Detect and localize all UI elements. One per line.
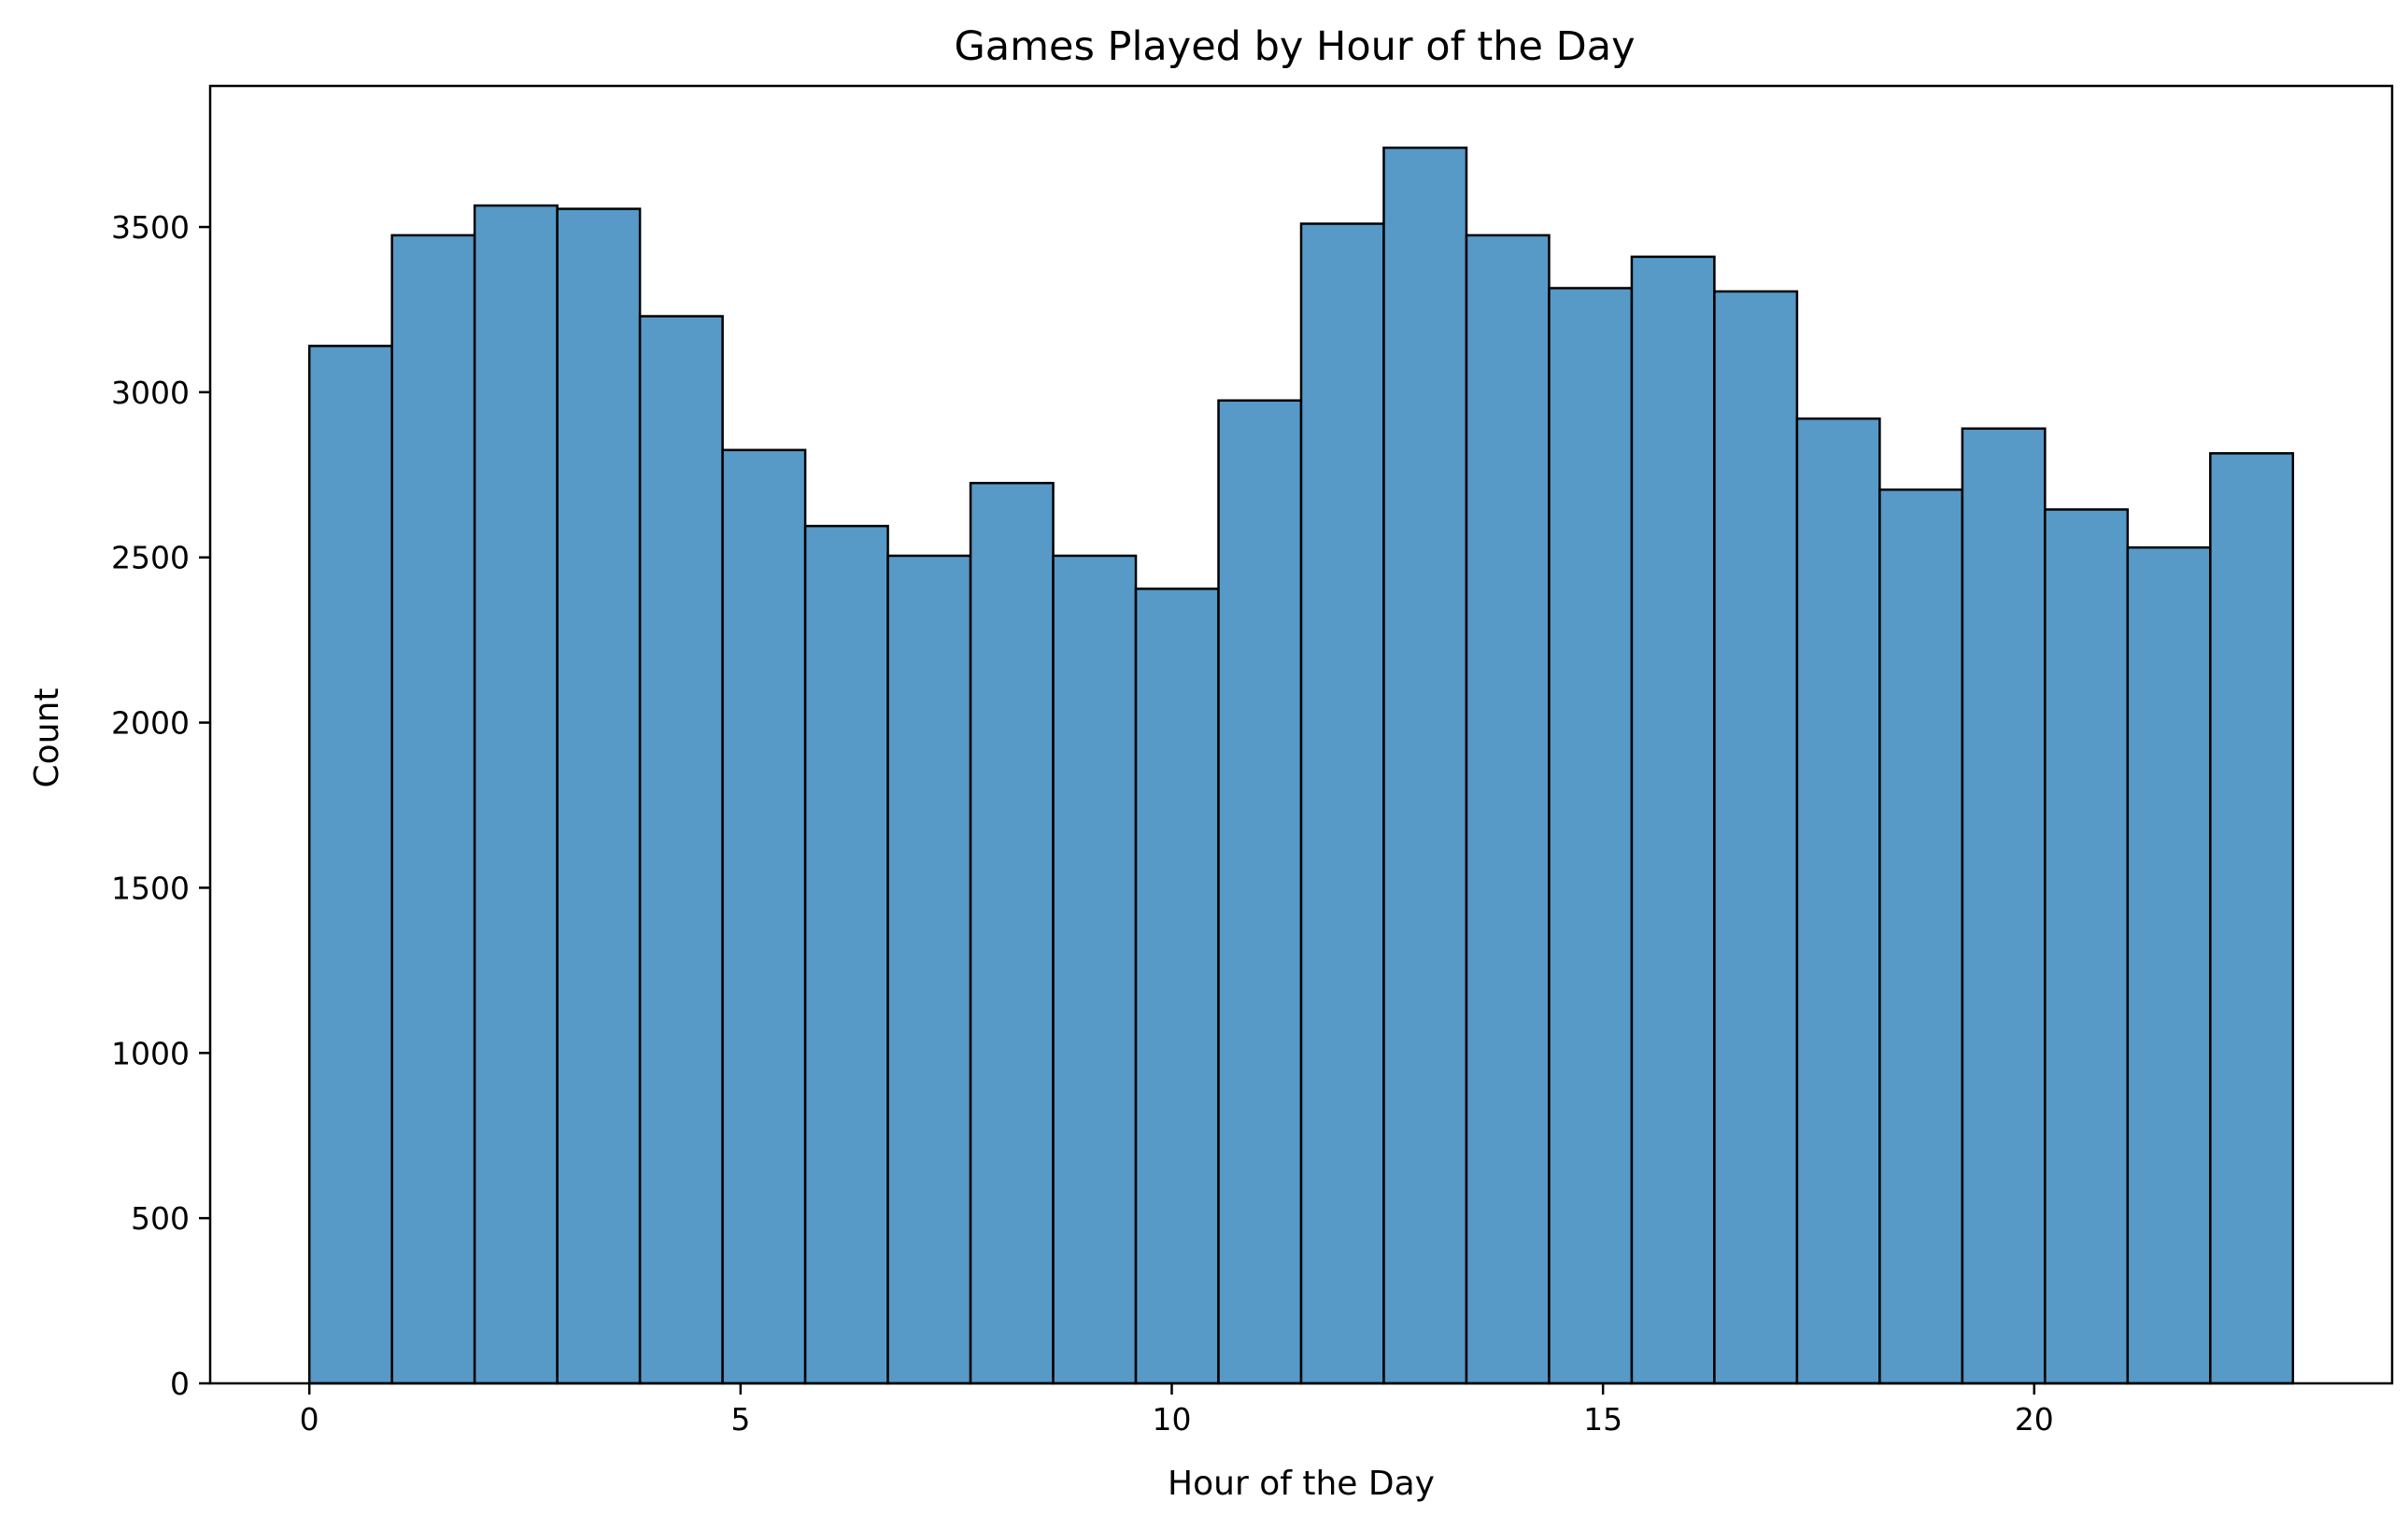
histogram-bar <box>390 234 476 1385</box>
histogram-bar <box>1382 146 1468 1385</box>
histogram-bar <box>1217 399 1303 1385</box>
y-tick-label: 2500 <box>111 540 190 576</box>
x-tick-label: 10 <box>1153 1401 1192 1438</box>
x-tick-label: 20 <box>2015 1401 2054 1438</box>
y-tick-label: 1500 <box>111 870 190 906</box>
histogram-bar <box>1548 287 1634 1385</box>
histogram-bar <box>1299 222 1385 1385</box>
x-tick-label: 0 <box>300 1401 319 1438</box>
y-tick-label: 3500 <box>111 209 190 246</box>
y-tick-label: 0 <box>170 1366 190 1402</box>
y-axis-label: Count <box>28 688 66 788</box>
histogram-bar <box>1630 255 1716 1385</box>
y-tick-label: 1000 <box>111 1035 190 1071</box>
histogram-bar <box>1713 290 1799 1385</box>
bars-group <box>307 146 2295 1385</box>
plot-frame <box>208 84 2394 1385</box>
histogram-bar <box>1465 234 1551 1385</box>
histogram-bar <box>473 204 559 1385</box>
histogram-bar <box>886 554 972 1385</box>
histogram-bar <box>2126 545 2212 1385</box>
histogram-bar <box>2044 508 2130 1385</box>
y-tick-label: 500 <box>131 1200 190 1237</box>
histogram-bar <box>2209 452 2295 1385</box>
y-axis-ticks: 0 500 1000 1500 2000 2500 3000 3500 <box>111 209 210 1402</box>
x-tick-label: 15 <box>1583 1401 1622 1438</box>
histogram-bar <box>969 481 1055 1385</box>
histogram-bar <box>721 448 807 1385</box>
histogram-bar <box>803 524 889 1385</box>
histogram-bar <box>638 315 724 1385</box>
histogram-bar <box>1052 554 1138 1385</box>
histogram-bar <box>1795 417 1881 1385</box>
chart-title: Games Played by Hour of the Day <box>954 23 1635 70</box>
histogram-bar <box>1961 427 2047 1385</box>
x-axis-ticks: 0 5 10 15 20 <box>300 1383 2054 1438</box>
histogram-bar <box>307 345 393 1385</box>
histogram-bar <box>556 207 642 1385</box>
x-axis-label: Hour of the Day <box>1168 1465 1435 1503</box>
x-tick-label: 5 <box>730 1401 750 1438</box>
y-tick-label: 3000 <box>111 375 190 411</box>
y-tick-label: 2000 <box>111 705 190 742</box>
histogram-bar <box>1134 588 1220 1385</box>
histogram-bar <box>1878 488 1964 1385</box>
